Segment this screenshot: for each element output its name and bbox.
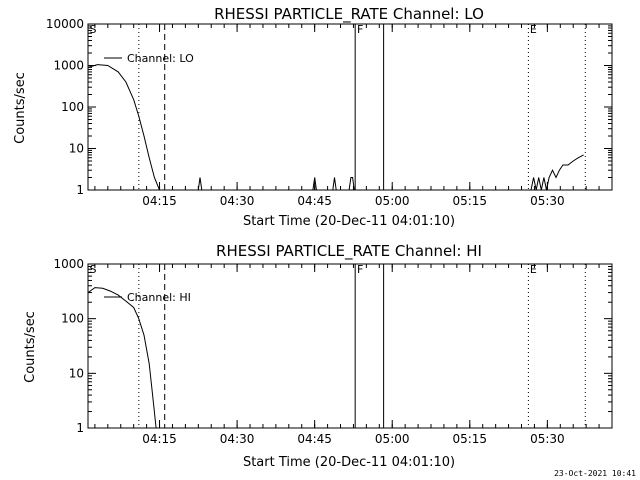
panel-hi-ytick-label-1: 10 <box>69 366 84 380</box>
panel-hi-xtick-label-0: 04:15 <box>142 432 177 446</box>
panel-lo-xtick-label-4: 05:15 <box>452 194 487 208</box>
panel-lo-series-line-0 <box>87 64 584 191</box>
panel-hi-ytick-label-2: 100 <box>61 312 84 326</box>
panel-lo-title: RHESSI PARTICLE_RATE Channel: LO <box>214 5 484 24</box>
panel-lo-xtick-label-3: 05:00 <box>375 194 410 208</box>
panel-lo-ytick-label-0: 1 <box>76 183 84 197</box>
panel-lo-ytick-label-3: 1000 <box>53 59 84 73</box>
panel-hi-ytick-label-3: 1000 <box>53 257 84 271</box>
panel-lo-ytick-label-2: 100 <box>61 100 84 114</box>
panel-lo-ytick-label-4: 10000 <box>46 17 84 31</box>
timestamp-stamp: 23-Oct-2021 10:41 <box>554 469 636 478</box>
panel-hi-xtick-label-1: 04:30 <box>220 432 255 446</box>
panel-hi-legend-label: Channel: HI <box>127 291 191 304</box>
panel-lo-marker-label-5: E <box>530 23 537 36</box>
panel-hi-ytick-label-0: 1 <box>76 421 84 435</box>
panel-lo-marker-label-0: S <box>90 23 97 36</box>
panel-lo-ylabel: Counts/sec <box>13 72 28 144</box>
panel-lo-xtick-label-2: 04:45 <box>297 194 332 208</box>
panel-hi-xlabel: Start Time (20-Dec-11 04:01:10) <box>243 455 455 470</box>
panel-hi-marker-label-0: S <box>90 263 97 276</box>
panel-hi-marker-label-5: E <box>530 263 537 276</box>
panel-lo-legend-label: Channel: LO <box>127 52 194 65</box>
panel-hi-xtick-label-2: 04:45 <box>297 432 332 446</box>
panel-hi-xtick-label-5: 05:30 <box>530 432 565 446</box>
panel-lo-xtick-label-1: 04:30 <box>220 194 255 208</box>
panel-lo-ytick-label-1: 10 <box>69 142 84 156</box>
panel-hi-title: RHESSI PARTICLE_RATE Channel: HI <box>216 242 482 261</box>
panel-hi-series-line-0 <box>87 287 157 429</box>
panel-lo-xlabel: Start Time (20-Dec-11 04:01:10) <box>243 214 455 229</box>
panel-hi-xtick-label-4: 05:15 <box>452 432 487 446</box>
panel-lo-xtick-label-0: 04:15 <box>142 194 177 208</box>
panel-hi-ylabel: Counts/sec <box>23 311 38 383</box>
panel-hi-marker-label-3: F <box>357 263 363 276</box>
panel-lo-xtick-label-5: 05:30 <box>530 194 565 208</box>
panel-hi-xtick-label-3: 05:00 <box>375 432 410 446</box>
panel-lo-marker-label-3: F <box>357 23 363 36</box>
